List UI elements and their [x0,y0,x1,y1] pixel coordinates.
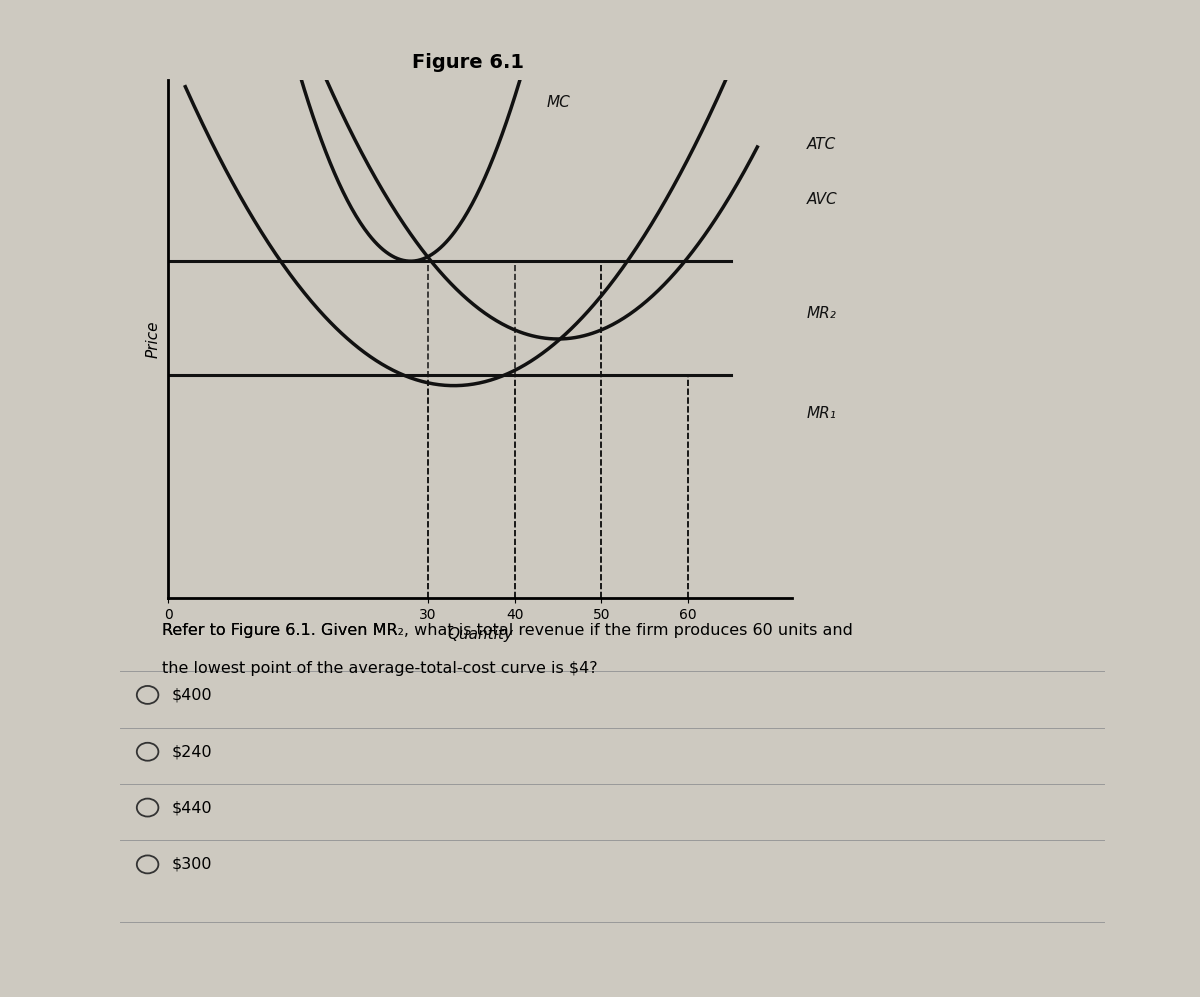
Text: $240: $240 [172,744,212,760]
X-axis label: Quantity: Quantity [448,627,512,642]
Text: Figure 6.1: Figure 6.1 [412,53,524,72]
Text: MR₂: MR₂ [806,305,836,321]
Text: $300: $300 [172,856,212,872]
Text: Refer to Figure 6.1. Given MR: Refer to Figure 6.1. Given MR [162,623,397,638]
Text: the lowest point of the average-total-cost curve is $4?: the lowest point of the average-total-co… [162,661,598,676]
Text: $440: $440 [172,800,212,816]
Text: AVC: AVC [806,191,838,207]
Text: MC: MC [546,95,570,110]
Text: Refer to Figure 6.1. Given MR₂, what is total revenue if the firm produces 60 un: Refer to Figure 6.1. Given MR₂, what is … [162,623,853,638]
Y-axis label: Price: Price [146,320,161,358]
Text: MR₁: MR₁ [806,406,836,422]
Text: ATC: ATC [806,137,835,153]
Text: $400: $400 [172,687,212,703]
